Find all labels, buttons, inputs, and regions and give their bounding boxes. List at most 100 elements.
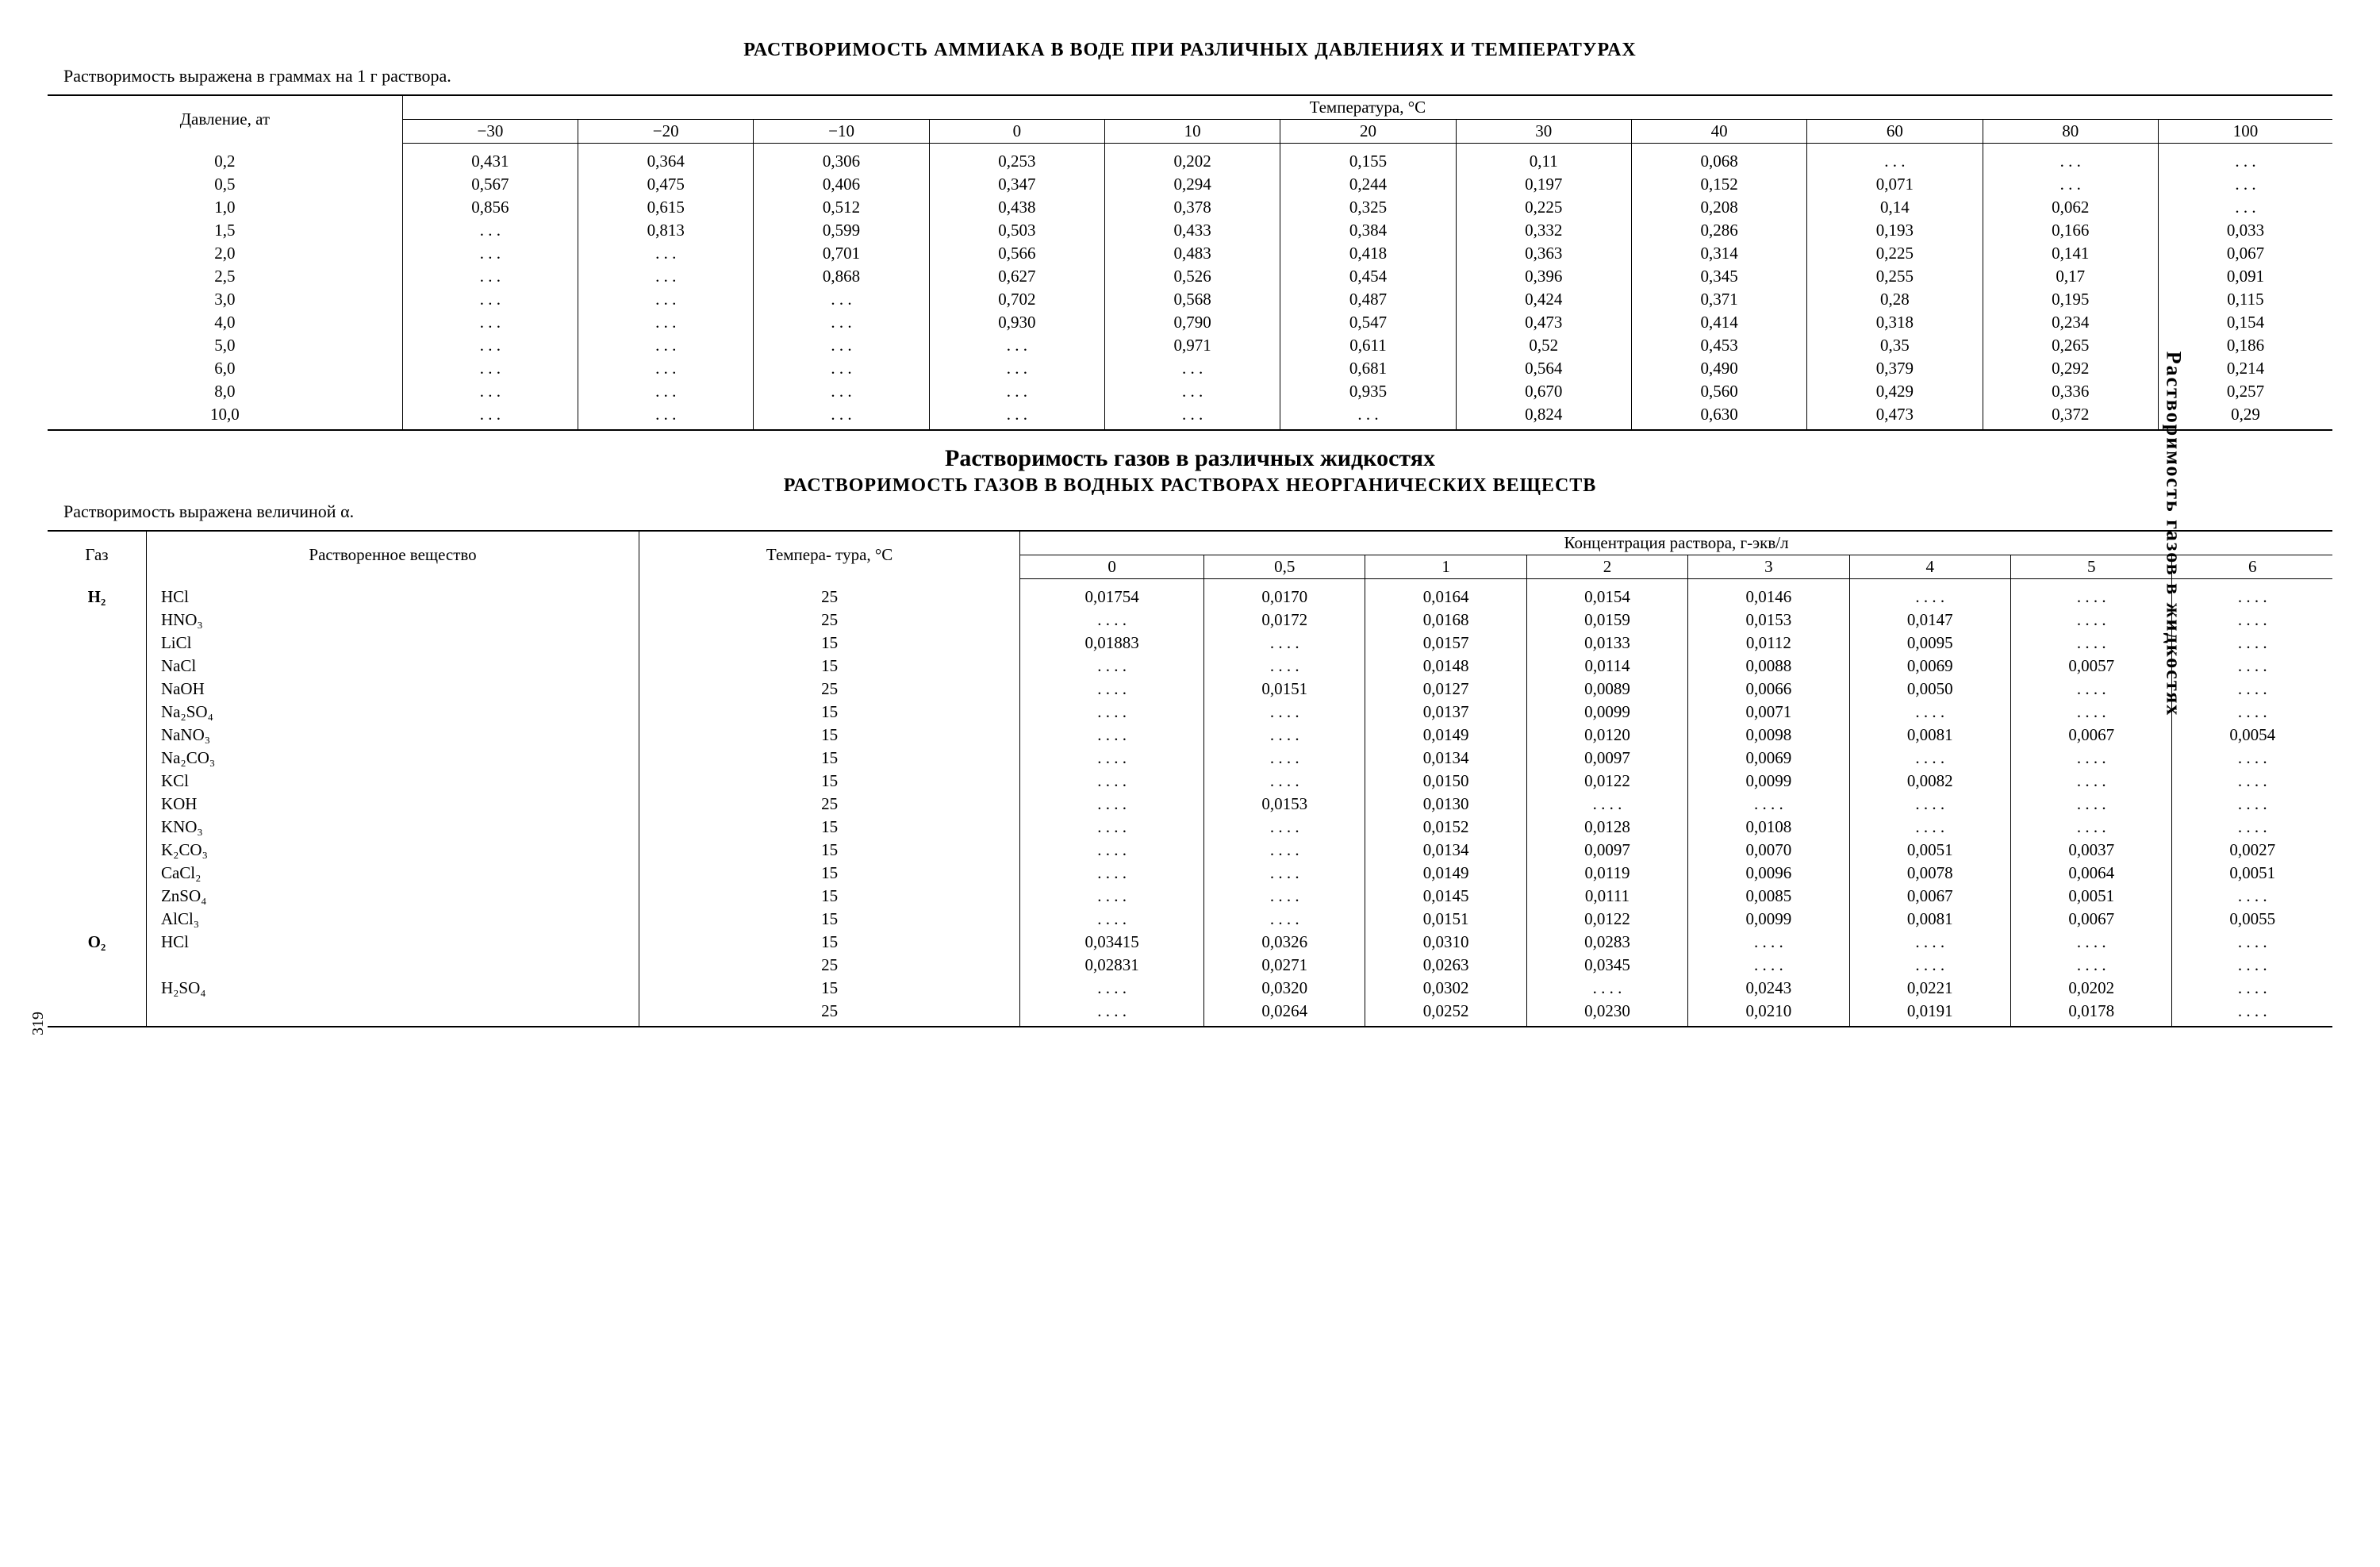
data-cell: . . . . — [1020, 747, 1204, 770]
data-cell: 0,0127 — [1365, 678, 1526, 701]
data-cell: 0,363 — [1456, 242, 1631, 265]
pressure-cell: 2,0 — [48, 242, 402, 265]
data-cell: . . . . — [1020, 977, 1204, 1000]
data-cell: 0,0128 — [1526, 816, 1687, 839]
table1-title: РАСТВОРИМОСТЬ АММИАКА В ВОДЕ ПРИ РАЗЛИЧН… — [48, 40, 2332, 61]
data-cell: 0,379 — [1807, 357, 1983, 380]
data-cell: 0,0149 — [1365, 862, 1526, 885]
data-cell: . . . . — [1020, 1000, 1204, 1027]
data-cell: . . . — [929, 334, 1104, 357]
data-cell: 0,487 — [1280, 288, 1456, 311]
data-cell: . . . . — [1020, 724, 1204, 747]
table-row: 0,20,4310,3640,3060,2530,2020,1550,110,0… — [48, 144, 2332, 174]
data-cell: 0,0210 — [1688, 1000, 1849, 1027]
data-cell: . . . . — [2172, 816, 2332, 839]
data-cell: . . . . — [1020, 839, 1204, 862]
data-cell: 0,454 — [1280, 265, 1456, 288]
data-cell: 0,0164 — [1365, 579, 1526, 609]
data-cell: 0,033 — [2158, 219, 2332, 242]
data-cell: . . . — [929, 403, 1104, 430]
table-row: O₂HCl150,034150,03260,03100,0283. . . ..… — [48, 931, 2332, 954]
data-cell: 0,0168 — [1365, 609, 1526, 632]
data-cell: 0,384 — [1280, 219, 1456, 242]
table-row: Na₂SO₄15. . . .. . . .0,01370,00990,0071… — [48, 701, 2332, 724]
data-cell: 0,0283 — [1526, 931, 1687, 954]
table-row: K₂CO₃15. . . .. . . .0,01340,00970,00700… — [48, 839, 2332, 862]
data-cell: 0,0057 — [2011, 655, 2172, 678]
table-row: CaCl₂15. . . .. . . .0,01490,01190,00960… — [48, 862, 2332, 885]
data-cell: 0,0097 — [1526, 839, 1687, 862]
data-cell: . . . . — [1020, 862, 1204, 885]
data-cell: . . . . — [1688, 954, 1849, 977]
data-cell: 0,0037 — [2011, 839, 2172, 862]
table-row: 0,50,5670,4750,4060,3470,2940,2440,1970,… — [48, 173, 2332, 196]
table-row: 10,0. . .. . .. . .. . .. . .. . .0,8240… — [48, 403, 2332, 430]
temp-cell: 25 — [639, 579, 1020, 609]
pressure-cell: 1,0 — [48, 196, 402, 219]
pressure-cell: 10,0 — [48, 403, 402, 430]
table-row: HNO₃25. . . .0,01720,01680,01590,01530,0… — [48, 609, 2332, 632]
data-cell: 0,255 — [1807, 265, 1983, 288]
data-cell: 0,225 — [1456, 196, 1631, 219]
data-cell: . . . . — [2172, 1000, 2332, 1027]
data-cell: . . . — [754, 403, 929, 430]
data-cell: 0,564 — [1456, 357, 1631, 380]
table2-col: 2 — [1526, 555, 1687, 579]
data-cell: 0,512 — [754, 196, 929, 219]
data-cell: 0,265 — [1983, 334, 2158, 357]
temp-cell: 15 — [639, 724, 1020, 747]
table-row: 2,0. . .. . .0,7010,5660,4830,4180,3630,… — [48, 242, 2332, 265]
table-row: NaOH25. . . .0,01510,01270,00890,00660,0… — [48, 678, 2332, 701]
data-cell: 0,971 — [1105, 334, 1280, 357]
data-cell: . . . . — [1204, 816, 1365, 839]
data-cell: 0,0027 — [2172, 839, 2332, 862]
table1-col: −30 — [402, 120, 578, 144]
data-cell: 0,234 — [1983, 311, 2158, 334]
data-cell: . . . — [929, 380, 1104, 403]
data-cell: 0,314 — [1631, 242, 1806, 265]
data-cell: 0,115 — [2158, 288, 2332, 311]
data-cell: 0,473 — [1456, 311, 1631, 334]
data-cell: 0,0081 — [1849, 724, 2010, 747]
data-cell: 0,0097 — [1526, 747, 1687, 770]
temp-cell: 15 — [639, 931, 1020, 954]
data-cell: 0,0051 — [2011, 885, 2172, 908]
data-cell: . . . — [754, 380, 929, 403]
data-cell: . . . . — [1204, 747, 1365, 770]
data-cell: . . . — [578, 242, 754, 265]
table-row: NaCl15. . . .. . . .0,01480,01140,00880,… — [48, 655, 2332, 678]
table-row: 250,028310,02710,02630,0345. . . .. . . … — [48, 954, 2332, 977]
data-cell: 0,062 — [1983, 196, 2158, 219]
data-cell: . . . — [2158, 144, 2332, 174]
data-cell: . . . . — [1204, 885, 1365, 908]
data-cell: 0,414 — [1631, 311, 1806, 334]
table-row: 4,0. . .. . .. . .0,9300,7900,5470,4730,… — [48, 311, 2332, 334]
table-row: 2,5. . .. . .0,8680,6270,5260,4540,3960,… — [48, 265, 2332, 288]
data-cell: 0,433 — [1105, 219, 1280, 242]
table1-group-header: Температура, °С — [402, 95, 2332, 120]
gas-cell: O₂ — [48, 931, 146, 954]
table1-col: 100 — [2158, 120, 2332, 144]
data-cell: 0,0263 — [1365, 954, 1526, 977]
table1-col: 0 — [929, 120, 1104, 144]
data-cell: 0,347 — [929, 173, 1104, 196]
data-cell: 0,0067 — [1849, 885, 2010, 908]
data-cell: 0,0098 — [1688, 724, 1849, 747]
temp-cell: 25 — [639, 793, 1020, 816]
data-cell: 0,14 — [1807, 196, 1983, 219]
data-cell: 0,318 — [1807, 311, 1983, 334]
data-cell: . . . — [578, 357, 754, 380]
gas-cell — [48, 816, 146, 839]
data-cell: . . . . — [2172, 793, 2332, 816]
data-cell: 0,0122 — [1526, 908, 1687, 931]
data-cell: . . . . — [1204, 655, 1365, 678]
pressure-cell: 4,0 — [48, 311, 402, 334]
data-cell: 0,935 — [1280, 380, 1456, 403]
data-cell: . . . . — [2172, 977, 2332, 1000]
data-cell: 0,0150 — [1365, 770, 1526, 793]
data-cell: 0,0122 — [1526, 770, 1687, 793]
temp-cell: 15 — [639, 977, 1020, 1000]
data-cell: . . . — [402, 288, 578, 311]
data-cell: . . . . — [2011, 954, 2172, 977]
table2-group-header: Концентрация раствора, г-экв/л — [1020, 531, 2332, 555]
